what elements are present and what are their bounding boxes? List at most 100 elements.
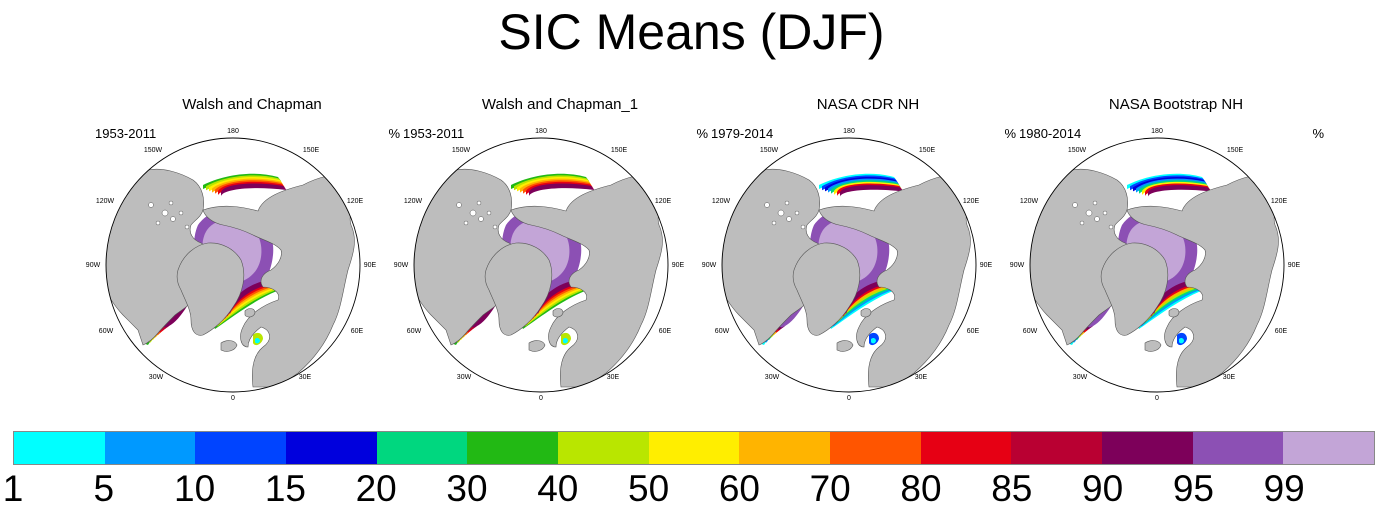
longitude-label: 30W	[1073, 374, 1088, 381]
colorbar-box	[830, 432, 921, 464]
colorbar-label: 40	[537, 468, 579, 509]
longitude-label: 90W	[86, 262, 101, 269]
longitude-label: 150W	[144, 147, 163, 154]
longitude-label: 180	[227, 128, 239, 135]
map-boundary	[1029, 137, 1285, 393]
longitude-label: 0	[231, 395, 235, 402]
landmass-layer	[1030, 168, 1284, 388]
colorbar-box	[1283, 432, 1375, 464]
map-boundary	[413, 137, 669, 393]
longitude-label: 180	[843, 128, 855, 135]
longitude-label: 30E	[299, 374, 312, 381]
longitude-label: 60E	[967, 328, 980, 335]
colorbar-label: 5	[93, 468, 115, 509]
longitude-label: 120W	[1020, 198, 1039, 205]
longitude-label: 90W	[394, 262, 409, 269]
panel-period: 1953-2011	[95, 126, 157, 141]
colorbar-label: 70	[809, 468, 851, 509]
colorbar	[13, 431, 1375, 465]
longitude-label: 120W	[404, 198, 423, 205]
colorbar-box	[104, 432, 196, 464]
longitude-label: 30W	[457, 374, 472, 381]
colorbar-box	[467, 432, 559, 464]
colorbar-label: 95	[1172, 468, 1214, 509]
colorbar-box	[558, 432, 649, 464]
longitude-label: 150E	[611, 147, 628, 154]
colorbar-label: 15	[264, 468, 306, 509]
colorbar-box	[739, 432, 831, 464]
longitude-label: 180	[1151, 128, 1163, 135]
polar-stereographic-map: 180 150E 120E 90E 60E 30E 0 30W 60W 90W 120W 150W	[394, 128, 685, 402]
colorbar-label: 90	[1082, 468, 1124, 509]
colorbar-label: 30	[446, 468, 488, 509]
colorbar-box	[1102, 432, 1193, 464]
polar-stereographic-map: 180 150E 120E 90E 60E 30E 0 30W 60W 90W 120W 150W	[86, 128, 377, 402]
longitude-label: 30W	[765, 374, 780, 381]
colorbar-box	[1011, 432, 1103, 464]
longitude-label: 90W	[1010, 262, 1025, 269]
colorbar-box	[286, 432, 377, 464]
panel-title: NASA CDR NH	[816, 96, 920, 113]
longitude-label: 120E	[1271, 198, 1288, 205]
colorbar-label: 10	[174, 468, 216, 509]
colorbar-label: 20	[355, 468, 397, 509]
longitude-label: 30W	[149, 374, 164, 381]
map-boundary	[721, 137, 977, 393]
map-panel-nasa-cdr-nh: NASA CDR NH 1979-2014 % 180 150E 120E 90E 60…	[702, 92, 1018, 402]
longitude-label: 60W	[715, 328, 730, 335]
colorbar-box	[920, 432, 1012, 464]
panel-unit: %	[1312, 126, 1324, 141]
colorbar-box	[1192, 432, 1284, 464]
colorbar-label: 99	[1263, 468, 1305, 509]
longitude-label: 90W	[702, 262, 717, 269]
colorbar-box	[648, 432, 740, 464]
map-panel-walsh-chapman: Walsh and Chapman 1953-2011 % 180 150E 120…	[86, 92, 402, 402]
longitude-label: 60W	[407, 328, 422, 335]
panel-period: 1979-2014	[711, 126, 774, 141]
longitude-label: 150E	[919, 147, 936, 154]
longitude-label: 30E	[607, 374, 620, 381]
panel-period: 1980-2014	[1019, 126, 1082, 141]
longitude-label: 90E	[364, 262, 377, 269]
longitude-label: 120W	[96, 198, 115, 205]
longitude-label: 0	[1155, 395, 1159, 402]
figure-title: SIC Means (DJF)	[498, 4, 885, 60]
panel-title: NASA Bootstrap NH	[1108, 96, 1244, 113]
longitude-label: 90E	[980, 262, 993, 269]
longitude-label: 150W	[452, 147, 471, 154]
longitude-label: 150W	[760, 147, 779, 154]
longitude-label: 120W	[712, 198, 731, 205]
panel-period: 1953-2011	[403, 126, 465, 141]
longitude-label: 60W	[1023, 328, 1038, 335]
longitude-label: 90E	[672, 262, 685, 269]
colorbar-label: 80	[900, 468, 942, 509]
panel-unit: %	[696, 126, 708, 141]
longitude-label: 30E	[915, 374, 928, 381]
panel-unit: %	[388, 126, 400, 141]
longitude-label: 150E	[303, 147, 320, 154]
colorbar-label: 85	[991, 468, 1033, 509]
colorbar-label: 60	[718, 468, 760, 509]
colorbar-box	[14, 432, 105, 464]
polar-stereographic-map: 180 150E 120E 90E 60E 30E 0 30W 60W 90W 120W 150W	[702, 128, 993, 402]
colorbar-label: 50	[628, 468, 670, 509]
colorbar-box	[376, 432, 468, 464]
longitude-label: 180	[535, 128, 547, 135]
landmass-layer	[414, 168, 668, 388]
colorbar-label: 1	[2, 468, 24, 509]
longitude-label: 60E	[351, 328, 364, 335]
longitude-label: 120E	[963, 198, 980, 205]
longitude-label: 120E	[347, 198, 364, 205]
longitude-label: 60E	[659, 328, 672, 335]
longitude-label: 120E	[655, 198, 672, 205]
longitude-label: 60E	[1275, 328, 1288, 335]
landmass-layer	[722, 168, 976, 388]
colorbar-box	[195, 432, 287, 464]
longitude-label: 0	[539, 395, 543, 402]
map-panel-nasa-bootstrap-nh: NASA Bootstrap NH 1980-2014 % 180 150E 120…	[1010, 92, 1326, 402]
longitude-label: 90E	[1288, 262, 1301, 269]
longitude-label: 0	[847, 395, 851, 402]
longitude-label: 150E	[1227, 147, 1244, 154]
longitude-label: 60W	[99, 328, 114, 335]
polar-stereographic-map: 180 150E 120E 90E 60E 30E 0 30W 60W 90W 120W 150W	[1010, 128, 1301, 402]
